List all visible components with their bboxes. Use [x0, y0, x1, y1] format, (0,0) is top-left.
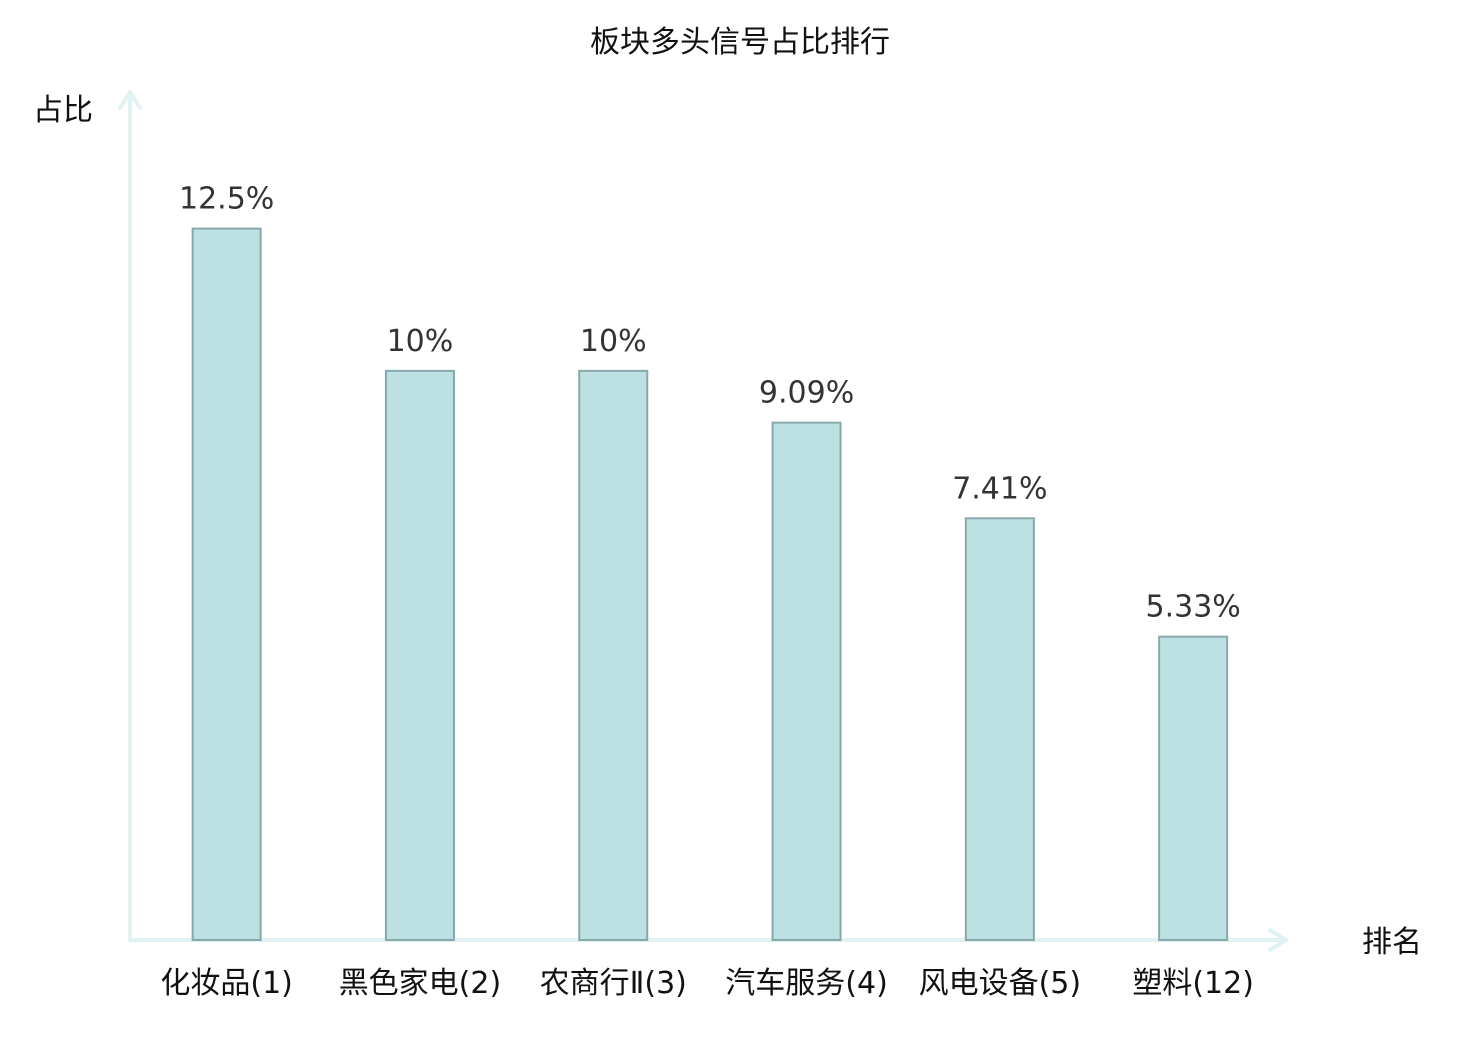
bar-1 [191, 227, 262, 941]
axes [118, 90, 1288, 952]
category-label-3: 农商行Ⅱ(3) [540, 966, 687, 1001]
category-label-6: 塑料(12) [1132, 966, 1254, 1001]
chart-title: 板块多头信号占比排行 [590, 25, 890, 60]
category-label-1: 化妆品(1) [160, 966, 293, 1001]
category-label-5: 风电设备(5) [919, 966, 1082, 1001]
value-labels-group: 12.5% 10% 10% 9.09% 7.41% 5.33% [179, 182, 1241, 625]
bar-value-label-5: 7.41% [952, 471, 1047, 506]
y-axis-arrow [118, 90, 142, 110]
bar-2 [384, 369, 455, 941]
category-labels-group: 化妆品(1) 黑色家电(2) 农商行Ⅱ(3) 汽车服务(4) 风电设备(5) 塑料(12) [160, 966, 1254, 1001]
bar-value-label-3: 10% [580, 324, 647, 359]
bar-value-label-6: 5.33% [1145, 590, 1240, 625]
x-axis-label: 排名 [1362, 925, 1422, 960]
bar-value-label-2: 10% [387, 324, 454, 359]
bar-value-label-1: 12.5% [179, 182, 274, 217]
category-label-4: 汽车服务(4) [725, 966, 888, 1001]
bars-group [191, 227, 1229, 942]
bar-5 [964, 517, 1035, 942]
bar-6 [1158, 635, 1229, 941]
category-label-2: 黑色家电(2) [339, 966, 502, 1001]
bar-4 [771, 421, 842, 942]
bar-value-label-4: 9.09% [759, 376, 854, 411]
x-axis-arrow [1268, 928, 1288, 952]
y-axis-label: 占比 [33, 93, 93, 128]
bar-3 [578, 369, 649, 941]
